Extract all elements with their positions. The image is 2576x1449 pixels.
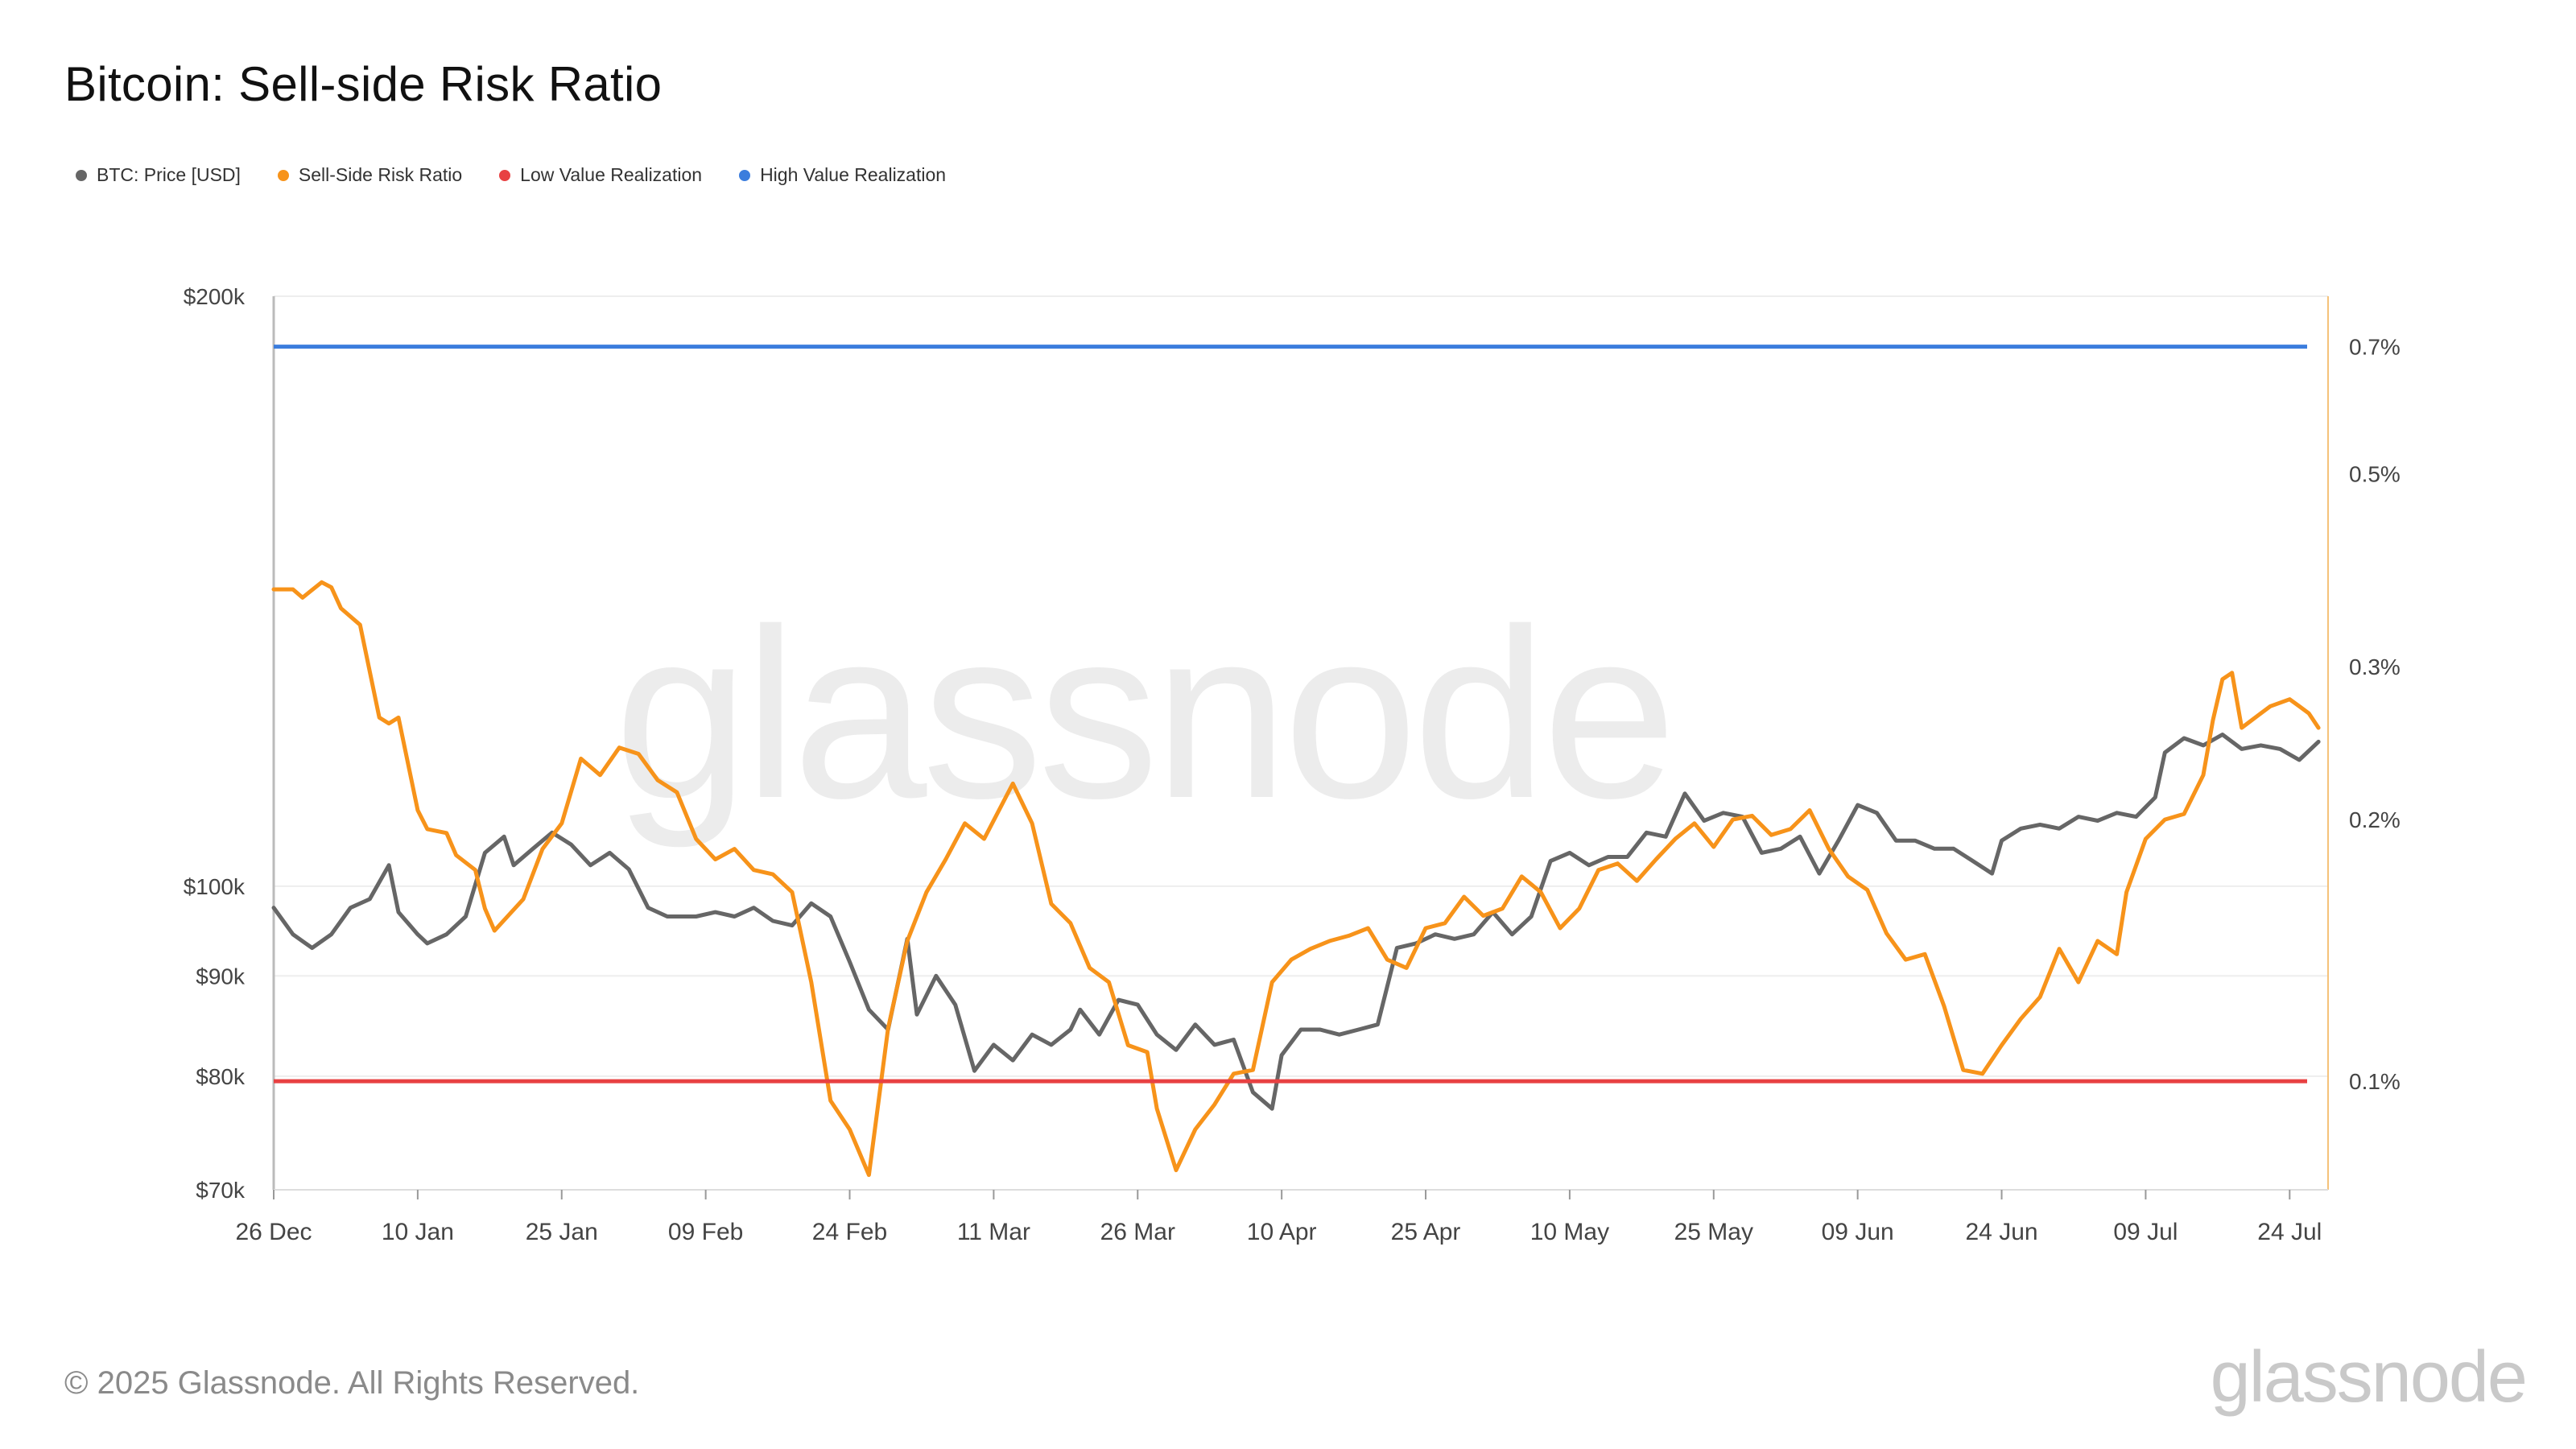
- legend-dot-btc-price: [76, 169, 87, 181]
- legend: BTC: Price [USD] Sell-Side Risk Ratio Lo…: [76, 164, 983, 186]
- legend-item-btc-price[interactable]: BTC: Price [USD]: [76, 164, 241, 186]
- x-tick-label: 09 Jun: [1822, 1219, 1894, 1245]
- y-tick-label-right: 0.2%: [2349, 807, 2401, 832]
- legend-label-low-value: Low Value Realization: [520, 164, 703, 185]
- y-tick-label-right: 0.5%: [2349, 461, 2401, 486]
- legend-dot-low-value: [499, 169, 511, 181]
- glassnode-logo: glassnode: [2210, 1337, 2528, 1418]
- y-tick-label-right: 0.3%: [2349, 654, 2401, 679]
- x-tick-label: 25 Jan: [526, 1219, 598, 1245]
- x-tick-label: 24 Jul: [2257, 1219, 2322, 1245]
- y-tick-label-left: $100k: [184, 874, 246, 899]
- legend-item-low-value[interactable]: Low Value Realization: [499, 164, 702, 186]
- legend-label-btc-price: BTC: Price [USD]: [97, 164, 241, 185]
- copyright-text: © 2025 Glassnode. All Rights Reserved.: [64, 1365, 640, 1401]
- chart-title: Bitcoin: Sell-side Risk Ratio: [64, 57, 663, 111]
- x-tick-label: 25 Apr: [1391, 1219, 1461, 1245]
- legend-item-high-value[interactable]: High Value Realization: [739, 164, 946, 186]
- x-tick-label: 10 May: [1530, 1219, 1609, 1245]
- legend-dot-high-value: [739, 169, 751, 181]
- y-tick-label-left: $200k: [184, 284, 246, 309]
- x-tick-label: 11 Mar: [957, 1219, 1030, 1245]
- y-tick-label-right: 0.7%: [2349, 335, 2401, 360]
- y-tick-label-left: $70k: [196, 1178, 246, 1203]
- series-line-sell-side-risk-ratio: [271, 580, 2321, 1178]
- y-axis-right: 0.1% 0.2% 0.3% 0.5% 0.7%: [2349, 335, 2401, 1094]
- x-tick-label: 10 Jan: [382, 1219, 454, 1245]
- x-tick-label: 24 Feb: [812, 1219, 887, 1245]
- x-tick-label: 09 Feb: [668, 1219, 743, 1245]
- axes: [272, 296, 2329, 1191]
- legend-label-sell-side-risk: Sell-Side Risk Ratio: [298, 164, 463, 185]
- x-tick-label: 09 Jul: [2113, 1219, 2178, 1245]
- legend-label-high-value: High Value Realization: [760, 164, 947, 185]
- y-axis-left: $70k $80k $90k $100k $200k: [184, 284, 246, 1203]
- x-tick-label: 10 Apr: [1247, 1219, 1317, 1245]
- x-tick-label: 24 Jun: [1966, 1219, 2038, 1245]
- series-group: [271, 345, 2321, 1178]
- watermark: glassnode: [614, 578, 1672, 850]
- x-tick-label: 25 May: [1674, 1219, 1753, 1245]
- legend-item-sell-side-risk[interactable]: Sell-Side Risk Ratio: [277, 164, 463, 186]
- legend-dot-sell-side-risk: [277, 169, 289, 181]
- y-tick-label-left: $90k: [196, 964, 246, 989]
- x-axis: 26 Dec 10 Jan 25 Jan 09 Feb 24 Feb 11 Mar 26 M…: [235, 1190, 2322, 1245]
- y-tick-label-left: $80k: [196, 1064, 246, 1089]
- x-tick-label: 26 Mar: [1100, 1219, 1175, 1245]
- y-tick-label-right: 0.1%: [2349, 1069, 2401, 1094]
- x-tick-label: 26 Dec: [235, 1219, 312, 1245]
- series-line-btc-price-usd: [271, 733, 2321, 1111]
